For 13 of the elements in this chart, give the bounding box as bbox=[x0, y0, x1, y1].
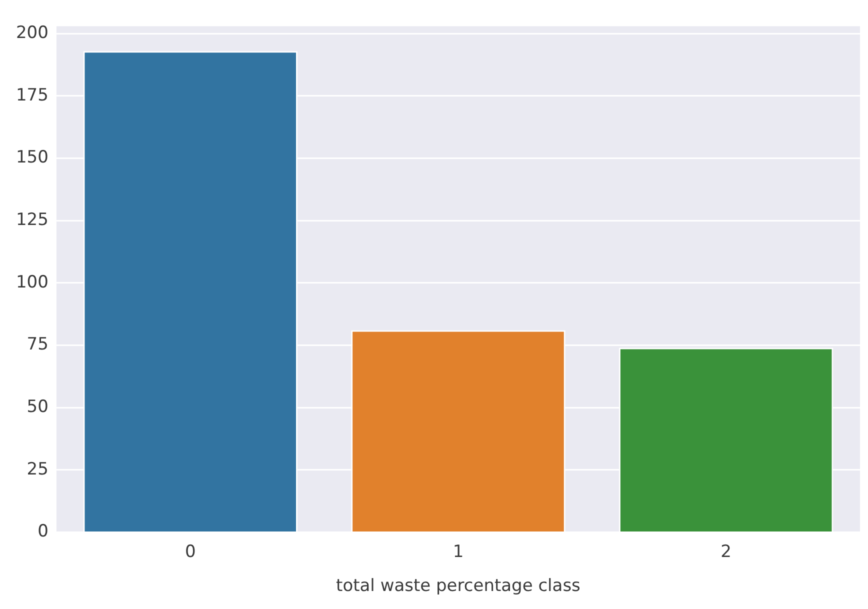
y-tick-label: 125 bbox=[16, 210, 48, 230]
y-tick-label: 150 bbox=[16, 148, 48, 168]
y-tick-label: 25 bbox=[26, 459, 48, 480]
y-tick-label: 50 bbox=[26, 396, 48, 417]
y-tick-label: 0 bbox=[38, 522, 48, 542]
y-tick-label: 100 bbox=[16, 272, 48, 292]
x-axis-title: total waste percentage class bbox=[336, 576, 581, 596]
x-tick-label: 2 bbox=[720, 542, 732, 562]
y-tick-label: 175 bbox=[16, 85, 48, 106]
y-tick-label: 75 bbox=[26, 334, 48, 355]
x-tick-label: 1 bbox=[452, 542, 464, 562]
x-tick-label: 0 bbox=[184, 542, 196, 562]
y-tick-label: 200 bbox=[16, 23, 48, 44]
